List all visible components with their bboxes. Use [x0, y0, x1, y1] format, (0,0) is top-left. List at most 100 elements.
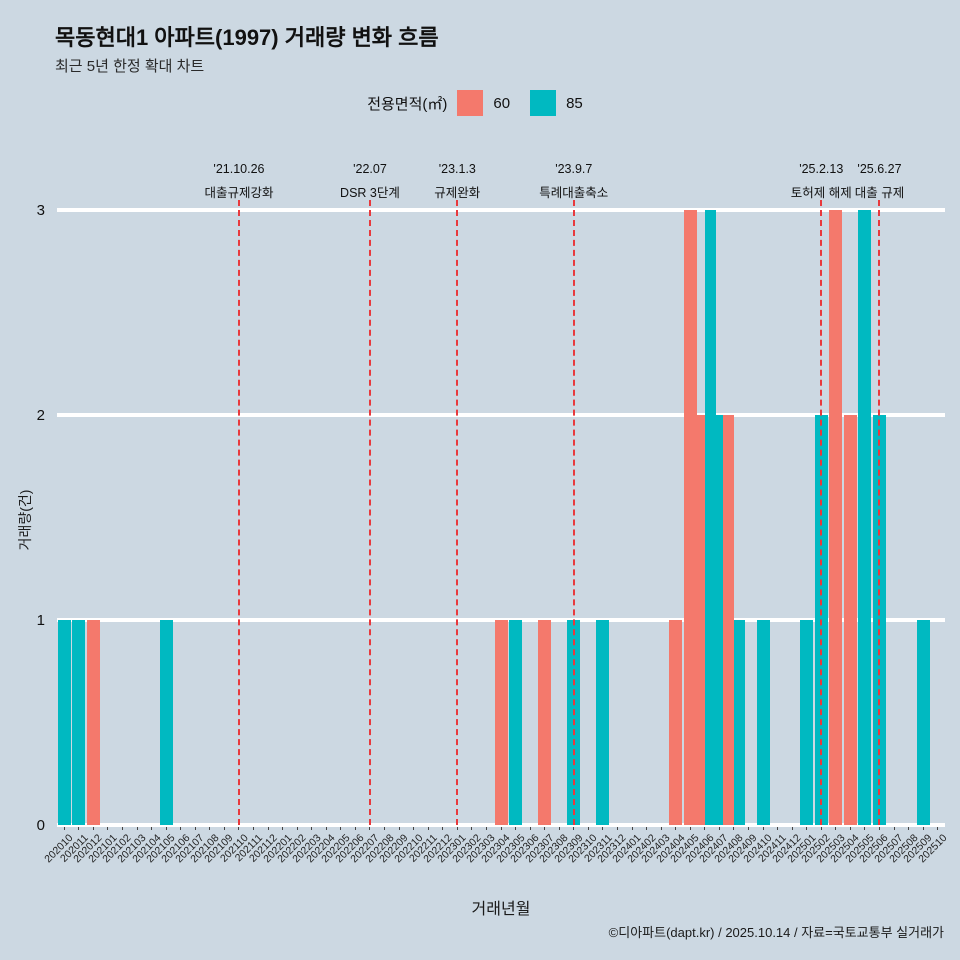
bar-85-202311 — [596, 620, 610, 825]
x-tick-202311 — [602, 825, 604, 830]
x-tick-202104 — [151, 825, 153, 830]
gridline-y3 — [57, 208, 945, 212]
x-tick-202407 — [718, 825, 720, 830]
x-tick-202501 — [806, 825, 808, 830]
bar-60-202404 — [669, 620, 683, 825]
x-tick-202307 — [544, 825, 546, 830]
x-tick-202504 — [849, 825, 851, 830]
y-tick-label-1: 1 — [36, 612, 45, 629]
plot-area: 0 1 2 3 202010 202011 202012 202101 202102 202103… — [37, 162, 950, 865]
annotation-text: 대출 규제 — [854, 186, 905, 200]
legend-item-85-label: 85 — [566, 94, 583, 112]
annotation-line-202506 — [878, 200, 881, 825]
annotation-date: '25.6.27 — [857, 162, 902, 176]
bar-85-202408 — [733, 620, 745, 825]
x-tick-202011 — [78, 825, 80, 830]
x-tick-202402 — [646, 825, 648, 830]
annotation-label-202207: '22.07 DSR 3단계 — [340, 162, 400, 201]
x-tick-202304 — [500, 825, 502, 830]
x-tick-202211 — [427, 825, 429, 830]
annotation-label-202301: '23.1.3 규제완화 — [434, 162, 480, 201]
x-tick-202112 — [267, 825, 269, 830]
x-tick-202207 — [369, 825, 371, 830]
x-tick-202108 — [209, 825, 211, 830]
x-tick-202508 — [908, 825, 910, 830]
x-tick-202503 — [835, 825, 837, 830]
annotation-date: '25.2.13 — [799, 162, 844, 176]
bar-85-202505 — [858, 210, 872, 825]
x-tick-202102 — [122, 825, 123, 830]
gridline-y0 — [57, 823, 945, 827]
legend: 전용면적(㎡) 60 85 — [0, 90, 960, 116]
annotation-date: '23.1.3 — [438, 162, 476, 176]
x-tick-202107 — [194, 825, 196, 830]
x-tick-202406 — [704, 825, 706, 830]
annotation-line-202502 — [820, 200, 823, 825]
bar-85-202305 — [509, 620, 523, 825]
x-tick-202405 — [689, 825, 691, 830]
x-tick-202101 — [107, 825, 109, 830]
legend-swatch-85 — [530, 90, 557, 116]
x-tick-202209 — [398, 825, 400, 830]
x-tick-202401 — [631, 825, 633, 830]
annotation-line-202309 — [572, 200, 575, 825]
annotation-date: '23.9.7 — [555, 162, 593, 176]
bar-60-202406 — [693, 415, 705, 825]
x-tick-202202 — [296, 825, 298, 830]
bar-85-202406 — [704, 210, 716, 825]
x-tick-202308 — [558, 825, 560, 830]
bar-85-202105 — [159, 620, 173, 825]
annotation-label-202502: '25.2.13 토허제 해제 — [791, 162, 852, 201]
bar-60-202304 — [494, 620, 508, 825]
x-tick-202201 — [282, 825, 284, 830]
x-tick-202010 — [63, 825, 65, 830]
x-tick-202305 — [515, 825, 517, 830]
x-tick-202205 — [340, 825, 342, 830]
x-tick-202403 — [660, 825, 662, 830]
x-tick-202505 — [864, 825, 866, 830]
y-tick-label-3: 3 — [36, 202, 45, 219]
gridline-y2 — [57, 413, 945, 417]
bar-85-202010 — [57, 620, 71, 825]
annotation-line-202301 — [456, 200, 459, 825]
annotation-label-202506: '25.6.27 대출 규제 — [855, 162, 904, 201]
x-tick-202203 — [311, 825, 313, 830]
x-tick-202302 — [471, 825, 473, 830]
x-tick-202412 — [791, 825, 793, 830]
x-tick-202408 — [733, 825, 735, 830]
annotation-label-202110: '21.10.26 대출규제강화 — [204, 162, 273, 201]
annotation-date: '22.07 — [353, 162, 387, 176]
x-tick-202110 — [238, 825, 240, 830]
bar-85-202011 — [72, 620, 86, 825]
annotation-label-202309: '23.9.7 특례대출축소 — [539, 162, 608, 201]
x-tick-202204 — [325, 825, 327, 830]
bar-85-202410 — [756, 620, 770, 825]
legend-swatch-60 — [457, 90, 484, 116]
annotation-line-202207 — [368, 200, 371, 825]
annotation-text: 규제완화 — [434, 186, 481, 200]
x-tick-202306 — [529, 825, 531, 830]
annotation-text: 특례대출축소 — [539, 186, 609, 200]
x-tick-202103 — [136, 825, 138, 830]
x-tick-202105 — [165, 825, 167, 830]
chart-title: 목동현대1 아파트(1997) 거래량 변화 흐름 — [55, 25, 439, 50]
x-tick-202309 — [573, 825, 575, 830]
x-tick-202312 — [616, 825, 618, 830]
legend-label: 전용면적(㎡) — [367, 95, 448, 113]
x-tick-202409 — [747, 825, 749, 830]
x-tick-202208 — [384, 825, 386, 830]
x-tick-202509 — [922, 825, 924, 830]
x-axis-label: 거래년월 — [471, 901, 531, 918]
x-tick-202210 — [413, 825, 415, 830]
annotation-text: 토허제 해제 — [790, 186, 852, 200]
bar-60-202307 — [538, 620, 552, 825]
y-tick-label-0: 0 — [36, 817, 45, 834]
x-tick-202301 — [456, 825, 458, 830]
bar-85-202407 — [712, 415, 726, 825]
x-tick-202410 — [762, 825, 764, 830]
x-tick-202510 — [937, 825, 939, 830]
legend-item-60-label: 60 — [493, 94, 511, 112]
bar-60-202408 — [722, 415, 734, 825]
y-tick-label-2: 2 — [36, 407, 45, 424]
